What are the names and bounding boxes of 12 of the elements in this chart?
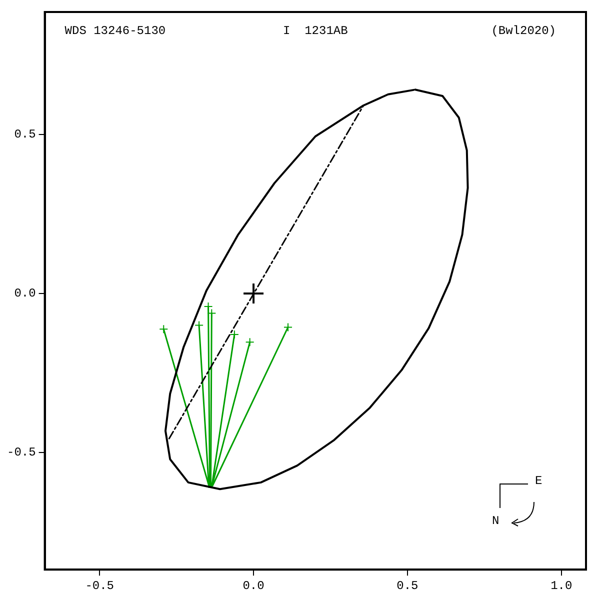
text: I 1231AB	[282, 24, 348, 38]
x-tick-label: 0.0	[242, 578, 264, 593]
y-tick-label: 0.5	[14, 128, 36, 142]
annotation: (Bwl2020)	[491, 24, 556, 38]
x-tick-label: -0.5	[85, 578, 114, 593]
y-tick-label: -0.5	[6, 446, 36, 460]
annotation: N	[492, 514, 500, 528]
annotation: E	[535, 474, 542, 488]
y-tick-label: 0.0	[14, 286, 36, 301]
x-tick-label: 0.5	[396, 578, 418, 593]
text: WDS 13246-5130	[64, 24, 166, 38]
x-tick-label: 1.0	[550, 578, 572, 593]
